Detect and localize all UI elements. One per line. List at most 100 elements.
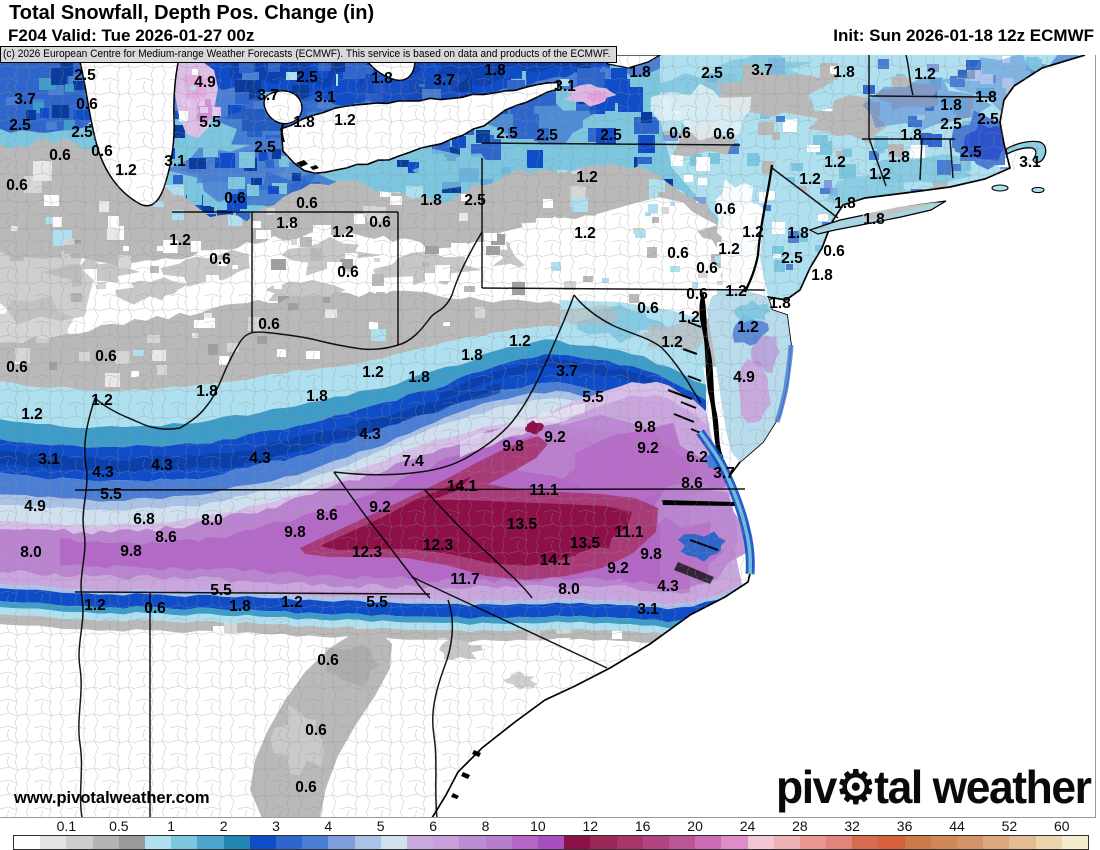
svg-text:4.9: 4.9 <box>733 369 755 386</box>
svg-text:1.2: 1.2 <box>115 162 137 179</box>
svg-text:2.5: 2.5 <box>71 124 93 141</box>
svg-text:1.2: 1.2 <box>332 224 354 241</box>
svg-text:5.5: 5.5 <box>366 594 388 611</box>
svg-text:4.9: 4.9 <box>24 498 46 515</box>
svg-text:7.4: 7.4 <box>402 453 424 470</box>
svg-text:2.5: 2.5 <box>464 192 486 209</box>
svg-text:0.6: 0.6 <box>317 652 339 669</box>
svg-text:8.6: 8.6 <box>155 529 177 546</box>
svg-text:0.6: 0.6 <box>258 316 280 333</box>
svg-text:3.1: 3.1 <box>1019 154 1041 171</box>
svg-text:2.5: 2.5 <box>536 127 558 144</box>
svg-text:3.7: 3.7 <box>751 62 773 79</box>
svg-text:1.8: 1.8 <box>834 195 856 212</box>
svg-text:1.2: 1.2 <box>869 166 891 183</box>
svg-text:1.8: 1.8 <box>888 149 910 166</box>
svg-text:1.2: 1.2 <box>334 112 356 129</box>
svg-text:1.8: 1.8 <box>306 388 328 405</box>
svg-text:13.5: 13.5 <box>507 516 538 533</box>
svg-text:1.2: 1.2 <box>21 406 43 423</box>
svg-text:3.7: 3.7 <box>14 91 36 108</box>
svg-text:1.8: 1.8 <box>420 192 442 209</box>
svg-text:3.7: 3.7 <box>433 72 455 89</box>
svg-text:2.5: 2.5 <box>977 111 999 128</box>
svg-text:13.5: 13.5 <box>570 535 601 552</box>
svg-text:0.6: 0.6 <box>6 177 28 194</box>
svg-text:4.3: 4.3 <box>151 457 173 474</box>
svg-text:8.6: 8.6 <box>316 507 338 524</box>
svg-text:0.6: 0.6 <box>637 300 659 317</box>
svg-text:1.8: 1.8 <box>461 347 483 364</box>
svg-text:1.8: 1.8 <box>293 114 315 131</box>
svg-text:4.3: 4.3 <box>249 450 271 467</box>
svg-text:8.0: 8.0 <box>201 512 223 529</box>
svg-text:1.2: 1.2 <box>574 225 596 242</box>
svg-text:1.8: 1.8 <box>863 211 885 228</box>
svg-text:3.1: 3.1 <box>554 78 576 95</box>
svg-text:0.6: 0.6 <box>823 243 845 260</box>
svg-text:1.2: 1.2 <box>661 334 683 351</box>
svg-text:1.2: 1.2 <box>509 333 531 350</box>
svg-text:0.6: 0.6 <box>667 245 689 262</box>
svg-text:1.2: 1.2 <box>824 154 846 171</box>
svg-text:2.5: 2.5 <box>74 67 96 84</box>
svg-text:0.6: 0.6 <box>296 195 318 212</box>
svg-text:1.2: 1.2 <box>725 283 747 300</box>
svg-text:1.2: 1.2 <box>281 594 303 611</box>
svg-text:1.8: 1.8 <box>787 225 809 242</box>
svg-text:3.1: 3.1 <box>38 451 60 468</box>
svg-text:1.8: 1.8 <box>371 70 393 87</box>
svg-text:4.3: 4.3 <box>92 464 114 481</box>
svg-text:1.8: 1.8 <box>629 64 651 81</box>
svg-text:3.7: 3.7 <box>556 363 578 380</box>
svg-text:2.5: 2.5 <box>9 117 31 134</box>
svg-text:0.6: 0.6 <box>49 147 71 164</box>
svg-text:8.0: 8.0 <box>558 581 580 598</box>
svg-text:0.6: 0.6 <box>669 125 691 142</box>
svg-text:3.1: 3.1 <box>314 89 336 106</box>
svg-text:12.3: 12.3 <box>423 537 454 554</box>
svg-text:0.6: 0.6 <box>95 348 117 365</box>
svg-text:0.6: 0.6 <box>305 722 327 739</box>
svg-text:9.2: 9.2 <box>544 429 566 446</box>
svg-text:0.6: 0.6 <box>224 190 246 207</box>
svg-text:9.2: 9.2 <box>369 499 391 516</box>
svg-text:1.8: 1.8 <box>940 97 962 114</box>
svg-text:1.8: 1.8 <box>769 295 791 312</box>
svg-text:1.2: 1.2 <box>91 392 113 409</box>
svg-text:1.2: 1.2 <box>742 224 764 241</box>
svg-text:0.6: 0.6 <box>209 251 231 268</box>
svg-text:5.5: 5.5 <box>210 582 232 599</box>
svg-text:0.6: 0.6 <box>713 126 735 143</box>
svg-text:9.2: 9.2 <box>607 560 629 577</box>
svg-text:0.6: 0.6 <box>91 143 113 160</box>
svg-text:12.3: 12.3 <box>352 544 383 561</box>
svg-text:1.2: 1.2 <box>678 309 700 326</box>
svg-text:6.2: 6.2 <box>686 449 708 466</box>
svg-text:4.9: 4.9 <box>194 74 216 91</box>
svg-text:0.6: 0.6 <box>76 96 98 113</box>
svg-text:2.5: 2.5 <box>254 139 276 156</box>
svg-text:11.7: 11.7 <box>450 571 479 588</box>
svg-text:0.6: 0.6 <box>714 201 736 218</box>
svg-text:4.3: 4.3 <box>657 578 679 595</box>
svg-text:9.8: 9.8 <box>634 419 656 436</box>
svg-text:1.2: 1.2 <box>718 241 740 258</box>
svg-text:3.1: 3.1 <box>164 153 186 170</box>
svg-text:0.6: 0.6 <box>686 286 708 303</box>
svg-text:2.5: 2.5 <box>701 65 723 82</box>
svg-text:1.2: 1.2 <box>84 597 106 614</box>
svg-text:1.2: 1.2 <box>362 364 384 381</box>
svg-text:2.5: 2.5 <box>600 127 622 144</box>
svg-text:1.2: 1.2 <box>799 171 821 188</box>
svg-text:9.2: 9.2 <box>637 440 659 457</box>
svg-text:5.5: 5.5 <box>582 389 604 406</box>
svg-text:3.7: 3.7 <box>257 87 279 104</box>
svg-text:2.5: 2.5 <box>781 250 803 267</box>
svg-text:1.8: 1.8 <box>975 89 997 106</box>
svg-text:8.0: 8.0 <box>20 544 42 561</box>
svg-text:5.5: 5.5 <box>199 114 221 131</box>
svg-text:2.5: 2.5 <box>960 144 982 161</box>
svg-text:14.1: 14.1 <box>540 552 571 569</box>
svg-text:5.5: 5.5 <box>100 486 122 503</box>
